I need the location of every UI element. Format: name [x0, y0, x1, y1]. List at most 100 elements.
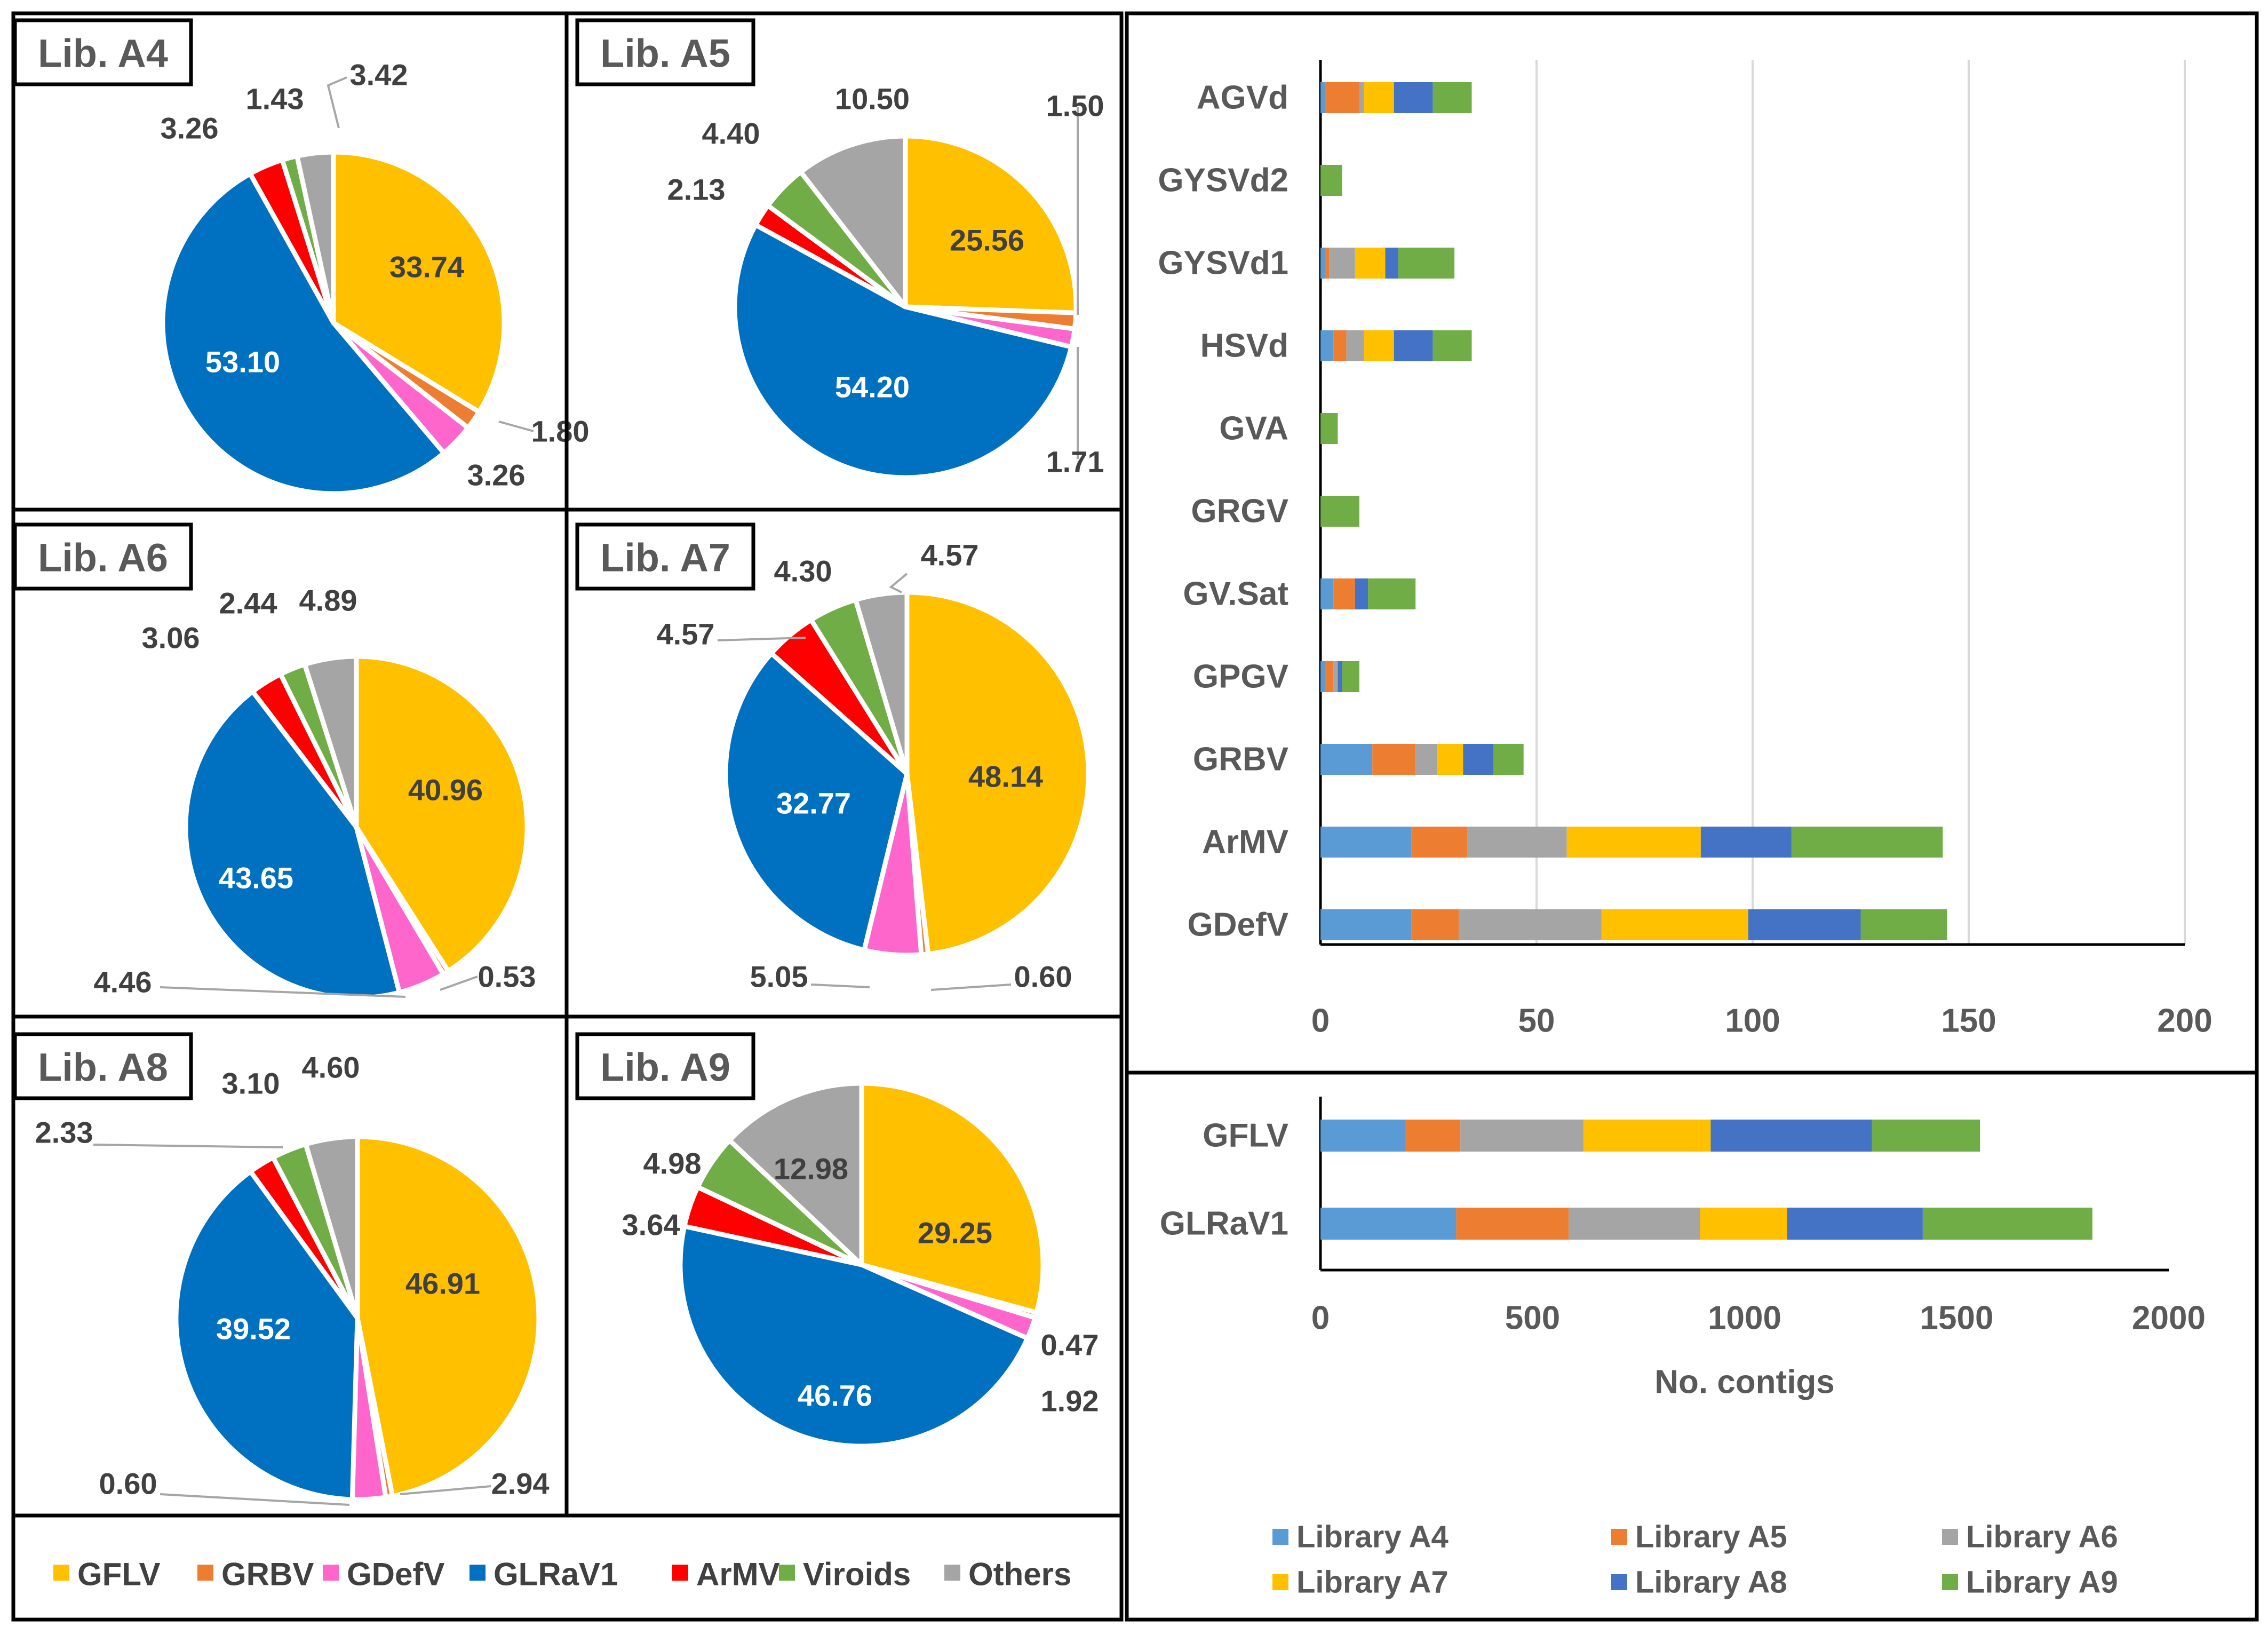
pie-title-text: Lib. A8	[38, 1045, 168, 1090]
pie-slice-GFLV	[903, 133, 1079, 315]
bar-row-GFLV	[1320, 1120, 1980, 1152]
value-label-GFLV: 46.91	[405, 1267, 480, 1300]
value-label-ArMV: 4.57	[657, 617, 715, 651]
pie-chart-4: Lib. A7 48.14 32.77 0.60 5.05 4.57 4.30 4.57	[575, 522, 1091, 994]
pie-legend-label: GRBV	[221, 1557, 314, 1592]
bar-segment-Library-A7	[1437, 744, 1463, 775]
bar-segment-Library-A4	[1320, 330, 1334, 361]
value-label-GDefV: 3.26	[467, 458, 526, 492]
pie-title: Lib. A4	[13, 18, 193, 86]
value-label-GLRaV1: 53.10	[205, 345, 280, 379]
value-label-ArMV: 3.06	[142, 621, 200, 655]
value-label-GRBV: 0.60	[99, 1467, 157, 1501]
value-label-ArMV: 2.13	[667, 173, 726, 207]
bar-segment-Library-A6	[1333, 661, 1338, 692]
value-label-GFLV: 25.56	[950, 224, 1024, 257]
bar-segment-Library-A5	[1411, 909, 1459, 940]
tick-label: 1500	[1920, 1300, 1994, 1337]
bar-legend-label: Library A6	[1966, 1520, 2118, 1554]
pie-slice-Others	[295, 149, 336, 326]
pie-slice-GLRaV1	[723, 651, 910, 953]
pie-slice-GLRaV1	[173, 1169, 360, 1502]
tick-label: 50	[1518, 1003, 1555, 1040]
bar-segment-Library-A9	[1320, 413, 1338, 444]
pie-legend-item-GFLV: GFLV	[53, 1557, 161, 1592]
bar-segment-Library-A6	[1346, 330, 1364, 361]
bar-segment-Library-A9	[1433, 330, 1472, 361]
pie-slice-GLRaV1	[732, 222, 1074, 480]
bar-segment-Library-A6	[1459, 909, 1602, 940]
pie-legend-item-Viroids: Viroids	[779, 1557, 911, 1592]
bar-segment-Library-A6	[1329, 248, 1355, 279]
bar-segment-Library-A4	[1320, 827, 1412, 858]
value-label-Viroids: 1.43	[246, 82, 304, 116]
value-label-GFLV: 48.14	[968, 760, 1043, 794]
value-label-GFLV: 29.25	[918, 1216, 992, 1250]
value-label-GLRaV1: 46.76	[798, 1379, 872, 1413]
pie-legend-label: GLRaV1	[494, 1557, 618, 1592]
bar-segment-Library-A6	[1460, 1120, 1583, 1152]
bar-segment-Library-A8	[1394, 330, 1433, 361]
pie-slice-Others	[302, 654, 359, 830]
bar-legend-swatch	[1611, 1574, 1627, 1590]
bar-segment-Library-A4	[1320, 1208, 1457, 1240]
pie-slice-Others	[853, 590, 910, 776]
bar-row-GYSVd2	[1320, 165, 1342, 196]
pie-title-box	[13, 1032, 193, 1100]
value-label-ArMV: 2.33	[35, 1116, 93, 1149]
pie-legend-item-ArMV: ArMV	[672, 1557, 780, 1592]
pie-slice-Others	[303, 1134, 360, 1321]
bar-row-ArMV	[1320, 827, 1943, 858]
bar-segment-Library-A9	[1342, 661, 1359, 692]
bar-segment-Library-A5	[1456, 1208, 1569, 1240]
pie-title-text: Lib. A7	[600, 536, 730, 580]
bar-segment-Library-A9	[1368, 578, 1416, 609]
tick-label: 1000	[1708, 1300, 1781, 1337]
value-label-Viroids: 4.98	[643, 1147, 702, 1180]
pie-legend-item-GRBV: GRBV	[197, 1557, 314, 1592]
pie-title-box	[13, 522, 193, 591]
bar-row-GRGV	[1320, 496, 1359, 527]
category-label-AGVd: AGVd	[1197, 80, 1288, 116]
bar-legend-label: Library A8	[1635, 1565, 1787, 1600]
value-label-GLRaV1: 32.77	[776, 787, 851, 820]
bar-segment-Library-A4	[1320, 1120, 1405, 1152]
pie-slice-GLRaV1	[678, 1224, 1030, 1449]
value-label-Viroids: 2.44	[219, 586, 277, 620]
bar-segment-Library-A9	[1320, 496, 1359, 527]
bar-segment-Library-A8	[1338, 661, 1342, 692]
bar-row-HSVd	[1320, 330, 1472, 361]
bar-segment-Library-A6	[1467, 827, 1567, 858]
pie-title-box	[575, 1032, 755, 1100]
bar-segment-Library-A8	[1463, 744, 1493, 775]
bar-legend-label: Library A4	[1296, 1520, 1449, 1554]
value-label-GRBV: 1.80	[531, 415, 590, 448]
pie-legend-swatch	[53, 1565, 69, 1581]
bar-segment-Library-A6	[1359, 82, 1364, 113]
value-label-Others: 4.89	[299, 584, 357, 617]
bar-legend-swatch	[1611, 1529, 1627, 1545]
bar-legend-item-Library-A9: Library A9	[1942, 1565, 2118, 1600]
bar-row-GVA	[1320, 413, 1338, 444]
pie-title-text: Lib. A5	[600, 31, 730, 76]
category-label-GYSVd1: GYSVd1	[1158, 245, 1288, 282]
bar-row-AGVd	[1320, 82, 1472, 113]
tick-label: 200	[2157, 1003, 2212, 1040]
bar-row-GDefV	[1320, 909, 1947, 940]
value-label-Others: 4.60	[302, 1051, 360, 1084]
pie-legend-label: GDefV	[347, 1557, 444, 1592]
pie-legend-label: Viroids	[803, 1557, 911, 1592]
leader-line-GRBV	[440, 975, 478, 991]
value-label-GLRaV1: 54.20	[835, 370, 910, 404]
bar-legend-label: Library A9	[1966, 1565, 2118, 1600]
pie-legend-swatch	[469, 1565, 486, 1581]
category-label-GVA: GVA	[1219, 410, 1288, 447]
category-label-GLRaV1: GLRaV1	[1160, 1205, 1288, 1242]
category-label-GRGV: GRGV	[1191, 493, 1288, 530]
value-label-GDefV: 1.92	[1041, 1384, 1099, 1418]
value-label-GRBV: 1.50	[1046, 89, 1104, 123]
tick-label: 2000	[2132, 1300, 2206, 1337]
value-label-GRBV: 0.47	[1041, 1328, 1099, 1362]
bar-segment-Library-A4	[1320, 661, 1325, 692]
